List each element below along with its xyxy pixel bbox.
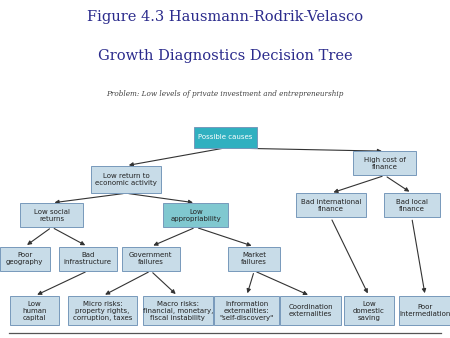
FancyBboxPatch shape xyxy=(20,203,83,227)
Text: Micro risks:
property rights,
corruption, taxes: Micro risks: property rights, corruption… xyxy=(73,300,132,320)
Text: Growth Diagnostics Decision Tree: Growth Diagnostics Decision Tree xyxy=(98,49,352,63)
Text: High cost of
finance: High cost of finance xyxy=(364,157,406,170)
Text: Poor
Intermediation: Poor Intermediation xyxy=(400,304,450,317)
Text: Low
domestic
saving: Low domestic saving xyxy=(353,300,385,320)
Text: Market
failures: Market failures xyxy=(241,252,267,265)
Text: Problem: Low levels of private investment and entrepreneurship: Problem: Low levels of private investmen… xyxy=(106,90,344,98)
FancyBboxPatch shape xyxy=(163,203,229,227)
FancyBboxPatch shape xyxy=(353,151,416,175)
FancyBboxPatch shape xyxy=(122,247,180,271)
Text: Low return to
economic activity: Low return to economic activity xyxy=(95,173,157,186)
FancyBboxPatch shape xyxy=(143,296,212,325)
Text: Bad international
finance: Bad international finance xyxy=(301,199,361,212)
FancyBboxPatch shape xyxy=(214,296,279,325)
FancyBboxPatch shape xyxy=(58,247,117,271)
Text: Poor
geography: Poor geography xyxy=(6,252,44,265)
Text: Bad
infrastructure: Bad infrastructure xyxy=(64,252,112,265)
Text: Coordination
externalities: Coordination externalities xyxy=(288,304,333,317)
FancyBboxPatch shape xyxy=(10,296,59,325)
Text: Figure 4.3 Hausmann-Rodrik-Velasco: Figure 4.3 Hausmann-Rodrik-Velasco xyxy=(87,10,363,24)
Text: Low social
returns: Low social returns xyxy=(34,209,70,222)
FancyBboxPatch shape xyxy=(228,247,280,271)
FancyBboxPatch shape xyxy=(296,193,365,217)
Text: Government
failures: Government failures xyxy=(129,252,172,265)
Text: Macro risks:
financial, monetary,
fiscal instability: Macro risks: financial, monetary, fiscal… xyxy=(143,300,213,320)
Text: Low
human
capital: Low human capital xyxy=(22,300,47,320)
FancyBboxPatch shape xyxy=(383,193,440,217)
FancyBboxPatch shape xyxy=(194,127,256,148)
Text: Possible causes: Possible causes xyxy=(198,135,252,140)
FancyBboxPatch shape xyxy=(400,296,450,325)
Text: Infrormation
externalities:
"self-discovery": Infrormation externalities: "self-discov… xyxy=(220,300,274,320)
FancyBboxPatch shape xyxy=(344,296,394,325)
FancyBboxPatch shape xyxy=(280,296,341,325)
FancyBboxPatch shape xyxy=(68,296,138,325)
Text: Bad local
finance: Bad local finance xyxy=(396,199,428,212)
FancyBboxPatch shape xyxy=(91,166,161,193)
FancyBboxPatch shape xyxy=(0,247,50,271)
Text: Low
appropriability: Low appropriability xyxy=(171,209,221,222)
